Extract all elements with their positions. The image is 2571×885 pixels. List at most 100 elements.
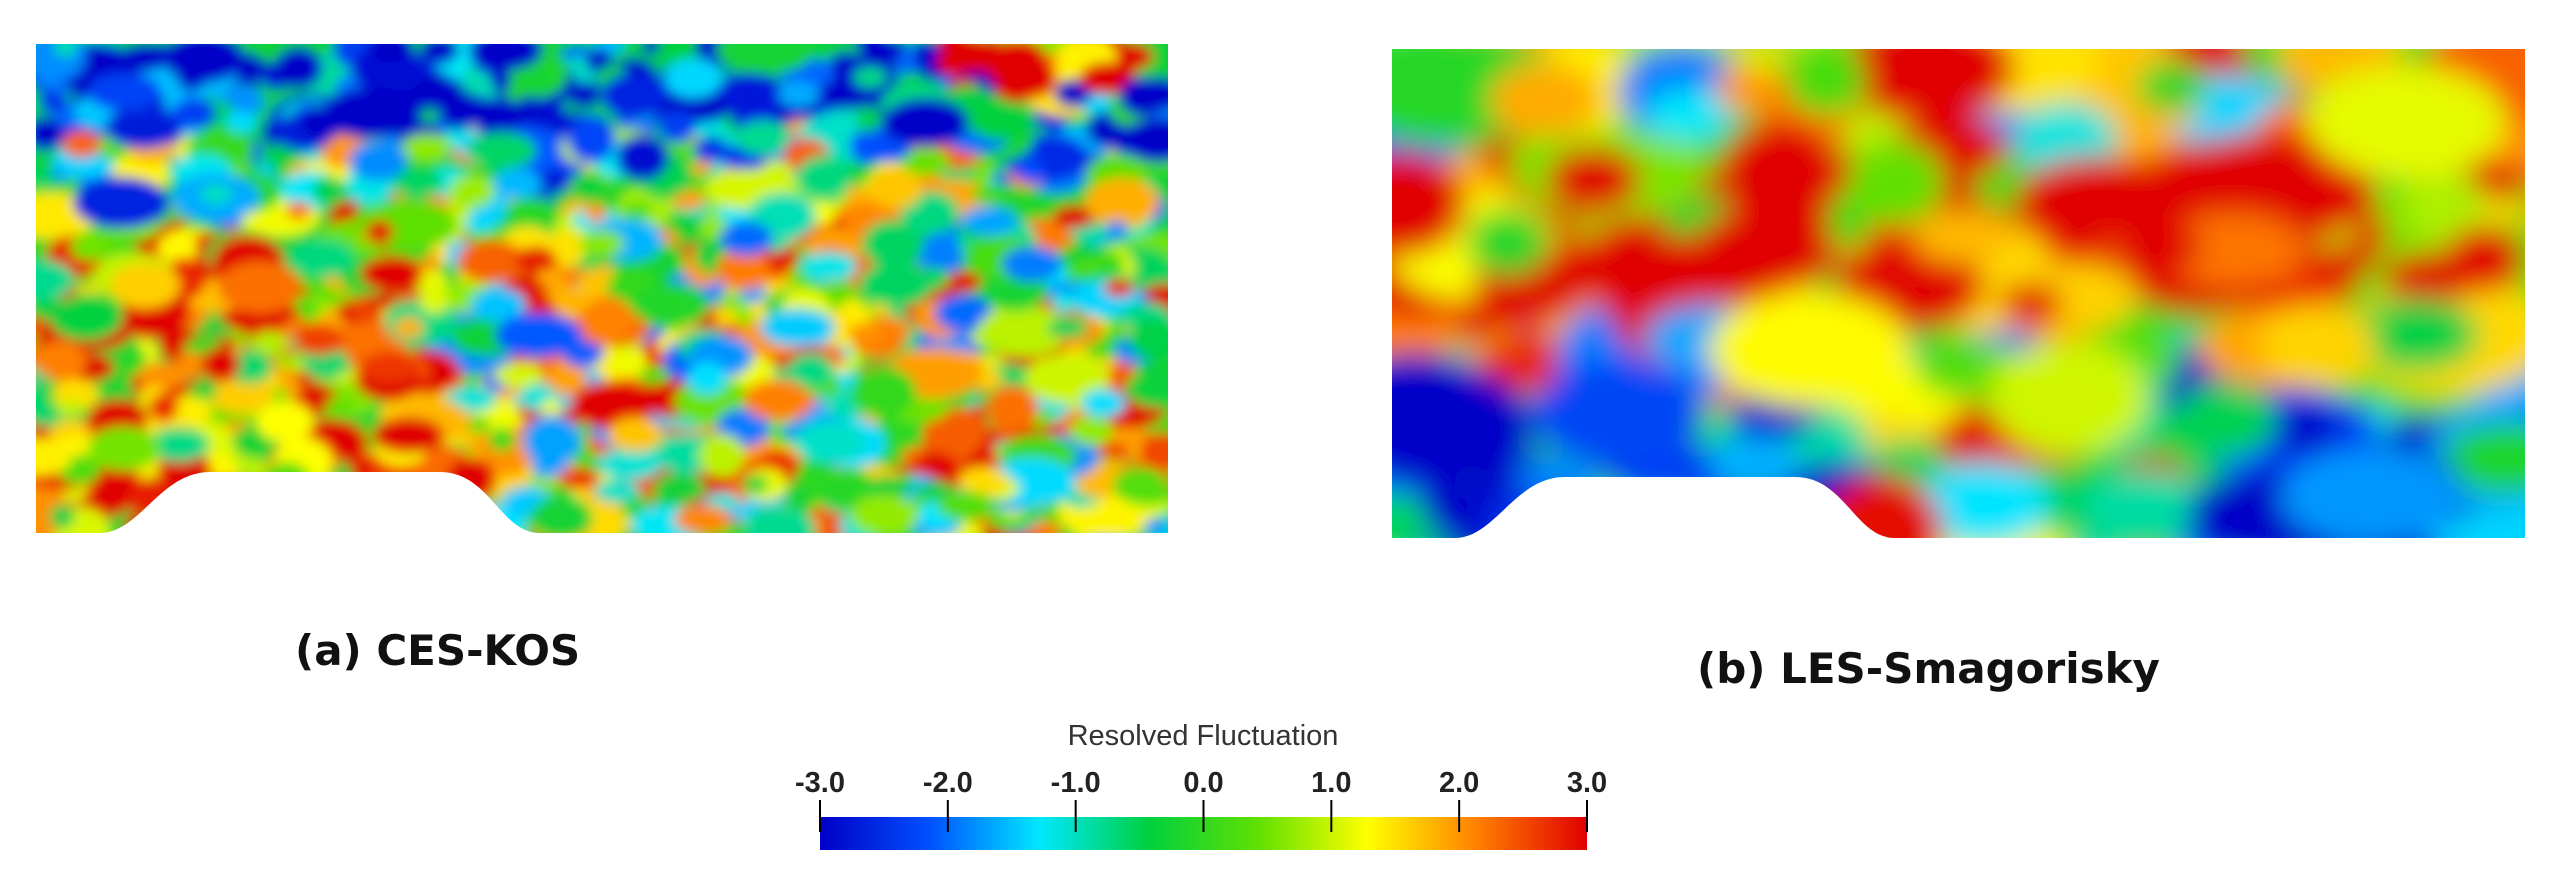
field-blob — [2080, 469, 2210, 538]
field-blob — [176, 351, 205, 379]
field-blob — [1999, 282, 2064, 323]
colorbar-tick-label: 1.0 — [1311, 767, 1351, 799]
field-blob — [350, 298, 376, 320]
field-blob — [1070, 415, 1114, 447]
field-blob — [55, 399, 85, 416]
field-blob — [778, 81, 820, 108]
field-blob — [515, 246, 557, 276]
field-blob — [87, 426, 161, 471]
field-blob — [961, 205, 1018, 236]
field-blob — [1110, 426, 1147, 446]
field-blob — [49, 504, 75, 529]
field-blob — [72, 176, 170, 229]
field-blob — [716, 248, 771, 291]
field-blob — [457, 239, 527, 283]
field-blob — [306, 500, 351, 523]
field-blob — [1913, 209, 2015, 263]
field-blob — [1128, 317, 1168, 360]
field-blob — [163, 44, 245, 84]
field-blob — [2136, 61, 2207, 112]
field-blob — [1531, 361, 1703, 466]
field-blob — [1121, 117, 1168, 163]
field-blob — [394, 167, 443, 200]
field-blob — [2160, 212, 2306, 288]
field-blob — [713, 309, 738, 326]
field-blob — [850, 494, 920, 533]
field-blob — [1628, 468, 1735, 538]
field-blob — [796, 154, 852, 201]
field-blob — [1112, 466, 1168, 504]
field-blob — [299, 509, 340, 533]
field-blob — [260, 461, 313, 510]
field-blob — [1485, 489, 1575, 538]
field-blob — [793, 421, 867, 464]
field-blob — [36, 44, 86, 82]
field-blob — [368, 44, 414, 63]
field-blob — [419, 286, 449, 314]
field-blob — [958, 466, 1009, 495]
field-blob — [87, 72, 162, 111]
field-blob — [48, 293, 124, 341]
field-blob — [352, 485, 402, 531]
field-blob — [438, 89, 483, 131]
field-blob — [246, 501, 291, 533]
field-blob — [445, 457, 496, 503]
field-blob — [867, 475, 909, 502]
field-blob — [2173, 140, 2299, 224]
field-blob — [570, 171, 606, 191]
field-blob — [1104, 278, 1135, 298]
panel-label: (a) CES-KOS — [295, 626, 580, 675]
field-blob — [833, 51, 859, 69]
field-blob — [300, 104, 346, 140]
field-blob — [363, 461, 421, 508]
field-blob — [1624, 475, 1780, 538]
field-blob — [191, 470, 238, 497]
field-blob — [228, 90, 252, 108]
field-blob — [616, 134, 669, 181]
field-blob — [902, 147, 950, 177]
field-blob — [2014, 156, 2182, 244]
field-blob — [470, 287, 527, 322]
field-blob — [1001, 246, 1063, 282]
field-blob — [2274, 271, 2345, 314]
field-blob — [622, 201, 652, 220]
field-blob — [317, 509, 378, 533]
field-blob — [194, 380, 218, 399]
field-blob — [334, 511, 382, 533]
field-blob — [147, 427, 210, 463]
field-blob — [1029, 521, 1062, 533]
field-blob — [582, 296, 634, 344]
field-blob — [1820, 474, 1944, 538]
field-blob — [393, 317, 424, 338]
field-blob — [529, 104, 571, 137]
field-blob — [579, 229, 624, 258]
field-blob — [787, 353, 834, 388]
field-blob — [352, 520, 378, 533]
field-blob — [256, 401, 314, 443]
field-blob — [882, 98, 970, 147]
field-blob — [201, 346, 241, 383]
field-blob — [862, 219, 924, 269]
field-blob — [1476, 332, 1576, 395]
field-blob — [541, 399, 561, 418]
field-blob — [1506, 469, 1724, 538]
field-blob — [1711, 435, 1800, 496]
field-blob — [1071, 259, 1103, 277]
field-blob — [333, 494, 401, 533]
field-blob — [420, 44, 459, 65]
field-blob — [922, 409, 987, 458]
field-blob — [1729, 479, 1823, 530]
field-blob — [547, 359, 587, 397]
field-blob — [1017, 159, 1043, 184]
field-blob — [567, 114, 616, 163]
field-blob — [2176, 383, 2276, 457]
field-blob — [1054, 79, 1093, 108]
field-blob — [447, 508, 499, 533]
field-blob — [285, 201, 312, 220]
field-blob — [109, 263, 180, 309]
field-blob — [674, 504, 732, 533]
field-blob — [426, 501, 486, 533]
field-blob — [967, 93, 1035, 141]
field-blob — [1760, 486, 1842, 538]
